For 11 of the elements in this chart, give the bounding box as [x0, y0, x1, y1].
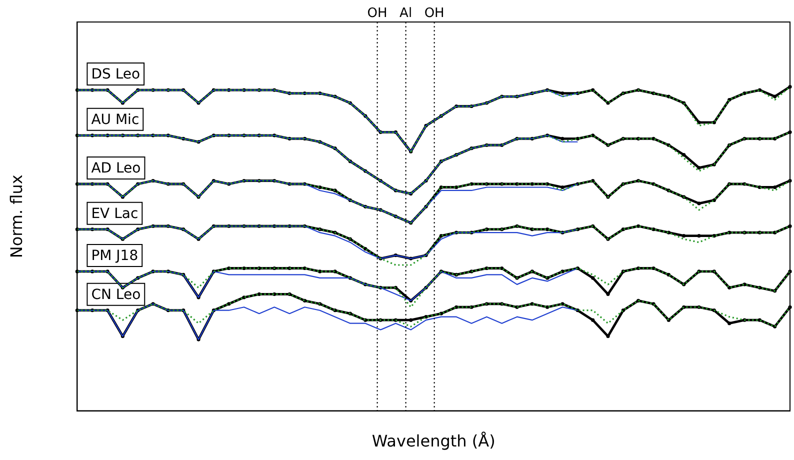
series-label: PM J18: [91, 248, 138, 264]
series-label: CN Leo: [91, 287, 141, 303]
x-axis-title: Wavelength (Å): [372, 432, 496, 451]
series-label: AD Leo: [91, 160, 141, 177]
text: OH: [424, 6, 444, 21]
text: Al: [400, 6, 412, 21]
series-label: EV Lac: [91, 206, 138, 222]
series-label: DS Leo: [91, 66, 140, 83]
y-axis-title: Norm. flux: [6, 174, 26, 258]
series-label: AU Mic: [91, 112, 140, 128]
text: OH: [367, 6, 388, 21]
